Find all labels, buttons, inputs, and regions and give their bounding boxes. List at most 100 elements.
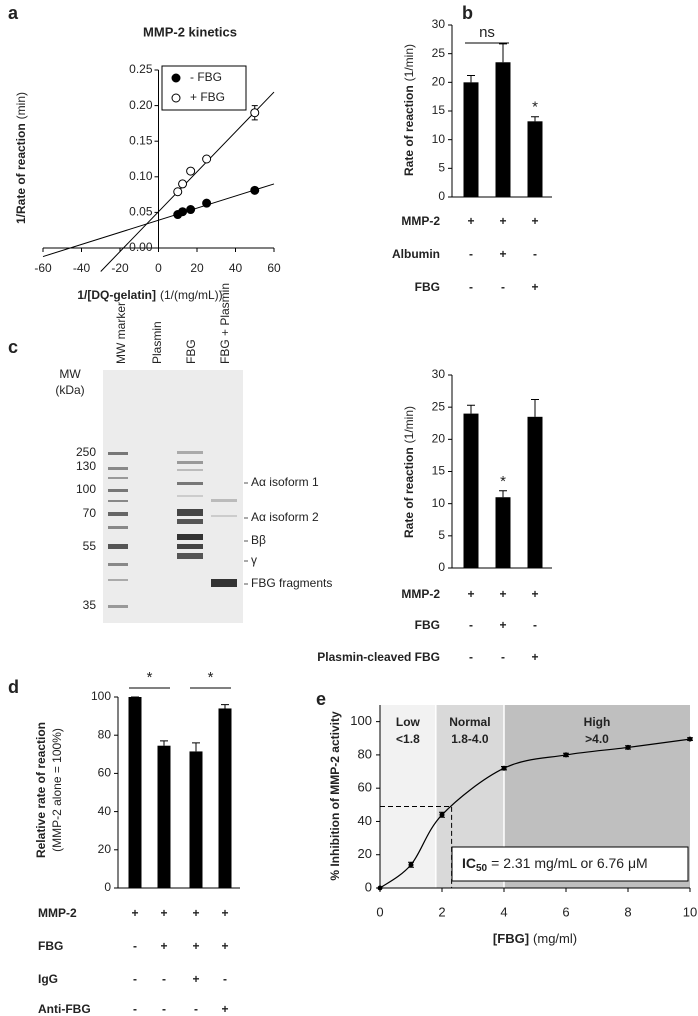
legend-label: - FBG	[190, 70, 222, 84]
x-tick-label: 4	[500, 904, 507, 919]
y-tick-label: 20	[358, 846, 372, 861]
y-tick-label: 40	[98, 804, 112, 818]
y-tick-label: 15	[432, 103, 446, 117]
label-unit: (1/min)	[402, 406, 416, 443]
condition-sign: +	[499, 247, 506, 261]
cleaved-bands	[211, 499, 237, 587]
mw-marker: 55	[83, 539, 97, 553]
condition-label: MMP-2	[38, 906, 77, 920]
data-point	[377, 885, 383, 891]
condition-label: FBG	[38, 939, 63, 953]
ic50-label: IC50 = 2.31 mg/mL or 6.76 μM	[462, 855, 648, 874]
y-tick-label: 10	[432, 496, 446, 510]
condition-sign: +	[192, 972, 199, 986]
y-tick-label: 20	[98, 842, 112, 856]
x-tick-label: 20	[190, 261, 204, 275]
significance: *	[208, 669, 214, 686]
error-bar	[499, 43, 507, 63]
legend-label: + FBG	[190, 90, 225, 104]
ic50-rest: = 2.31 mg/mL or 6.76 μM	[491, 855, 648, 871]
x-tick-label: 40	[229, 261, 243, 275]
condition-sign: +	[467, 587, 474, 601]
condition-sign: +	[531, 587, 538, 601]
data-point	[687, 736, 693, 742]
region-range: 1.8-4.0	[451, 732, 489, 746]
condition-sign: -	[469, 650, 473, 664]
x-tick-label: 0	[155, 261, 162, 275]
band-label: Aα isoform 2	[251, 510, 319, 524]
data-point	[186, 166, 196, 176]
y-axis-unit: (MMP-2 alone = 100%)	[50, 728, 64, 852]
error-bar	[499, 490, 507, 498]
region-range: >4.0	[585, 732, 609, 746]
chart-title: MMP-2 kinetics	[143, 24, 237, 39]
x-tick-label: -20	[111, 261, 129, 275]
y-tick-label: 30	[432, 17, 446, 31]
condition-sign: -	[533, 247, 537, 261]
bar	[189, 751, 203, 888]
condition-sign: +	[192, 939, 199, 953]
y-tick-label: 80	[98, 727, 112, 741]
y-tick-label: 0	[365, 879, 372, 894]
data-point	[408, 862, 414, 868]
legend-marker	[171, 73, 181, 83]
condition-sign: +	[499, 214, 506, 228]
data-point	[439, 812, 445, 818]
mw-marker: 35	[83, 598, 97, 612]
condition-sign: -	[469, 618, 473, 632]
condition-sign: +	[467, 214, 474, 228]
error-bar	[531, 398, 539, 417]
bar	[527, 416, 543, 568]
condition-sign: -	[133, 939, 137, 953]
band-label: Aα isoform 1	[251, 475, 319, 489]
label-unit: (1/min)	[402, 44, 416, 81]
y-tick-label: 0.05	[129, 205, 153, 219]
x-tick-label: 8	[624, 904, 631, 919]
condition-label: MMP-2	[401, 214, 440, 228]
bar	[495, 62, 511, 198]
bar	[527, 121, 543, 197]
label-unit: (min)	[14, 92, 28, 119]
label-unit: (mg/ml)	[533, 931, 577, 946]
y-tick-label: 60	[358, 780, 372, 795]
mw-marker: 100	[76, 482, 96, 496]
y-tick-label: 20	[432, 75, 446, 89]
y-tick-label: 5	[438, 528, 445, 542]
condition-sign: -	[162, 1002, 166, 1016]
band-label: FBG fragments	[251, 576, 332, 590]
condition-sign: +	[221, 906, 228, 920]
significance: *	[147, 669, 153, 686]
y-tick-label: 0	[104, 880, 111, 894]
significance: *	[532, 99, 538, 116]
mw-marker: 70	[83, 506, 97, 520]
condition-sign: +	[531, 280, 538, 294]
x-tick-label: 2	[438, 904, 445, 919]
ic50-main: IC	[462, 855, 476, 871]
condition-sign: +	[160, 939, 167, 953]
region	[380, 705, 436, 888]
data-point	[501, 765, 507, 771]
y-tick-label: 20	[432, 432, 446, 446]
mw-marker: 130	[76, 459, 96, 473]
error-bar	[531, 116, 539, 122]
condition-sign: -	[194, 1002, 198, 1016]
y-tick-label: 100	[350, 713, 372, 728]
y-tick-label: 60	[98, 766, 112, 780]
label-main: 1/Rate of reaction	[14, 123, 28, 224]
condition-sign: +	[499, 587, 506, 601]
band-label: Bβ	[251, 533, 266, 547]
error-bar	[160, 740, 168, 746]
region-name: Low	[396, 715, 421, 729]
bar	[157, 745, 171, 888]
condition-sign: -	[469, 247, 473, 261]
y-axis-label: Relative rate of reaction	[34, 722, 48, 858]
condition-label: IgG	[38, 972, 58, 986]
condition-sign: -	[133, 1002, 137, 1016]
y-tick-label: 40	[358, 813, 372, 828]
data-point	[202, 198, 212, 208]
condition-label: Plasmin-cleaved FBG	[317, 650, 440, 664]
condition-sign: -	[533, 618, 537, 632]
data-point	[178, 179, 188, 189]
y-axis-label: Rate of reaction (1/min)	[402, 44, 416, 176]
error-bar	[467, 404, 475, 414]
